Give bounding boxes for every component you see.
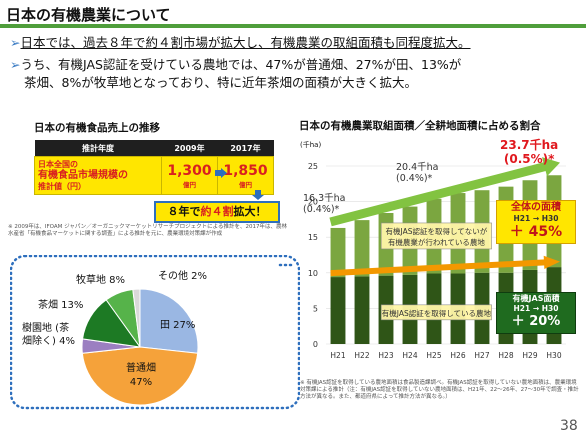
legend-nonjas-text: 有機JAS認証を取得してないが [386, 226, 488, 236]
y-tick-label: 15 [308, 233, 318, 242]
market-heading: 日本の有機食品売上の推移 [34, 122, 160, 134]
col-2009: 2009年 [161, 140, 218, 157]
page-number: 38 [560, 418, 578, 434]
row-label: 日本全国の 有機食品市場規模の 推計値（円） [34, 156, 162, 195]
y-axis-label: (千ha) [300, 141, 322, 149]
annotation-h25: 20.4千ha (0.4%)* [396, 162, 439, 184]
x-tick-label: H24 [402, 351, 417, 360]
x-tick-label: H30 [546, 351, 561, 360]
annotation-h25-line2: (0.4%)* [396, 173, 433, 184]
page-title: 日本の有機農業について [6, 6, 171, 24]
pie-label-upland: 普通畑 47% [126, 363, 156, 388]
annotation-h25-line1: 20.4千ha [396, 162, 439, 173]
pie-label-pasture: 牧草地 8% [76, 275, 126, 286]
annotation-h30: 23.7千ha (0.5%)* [500, 138, 558, 166]
callout-pre: ８年で [167, 205, 201, 218]
legend-jas-box [380, 304, 492, 321]
legend-jas-text: 有機JAS認証を取得している農地 [382, 308, 492, 318]
row-label-line2: 有機食品市場規模の [38, 170, 128, 181]
value-2017: 1,850 億円 [217, 156, 274, 195]
y-tick-label: 20 [308, 198, 318, 207]
badge-total-line1: 全体の面積 [511, 202, 561, 213]
annotation-h21-line1: 16.3千ha [303, 193, 346, 204]
value-unit: 億円 [183, 180, 196, 189]
bar-jas-H21 [330, 277, 346, 344]
bar-chart-title: 日本の有機農業取組面積／全耕地面積に占める割合 [299, 120, 541, 132]
annotation-h21-line2: (0.4%)* [303, 204, 340, 215]
pie-slice-1 [81, 346, 199, 406]
x-tick-label: H25 [426, 351, 441, 360]
x-tick-label: H22 [354, 351, 369, 360]
bullet-1-text: 日本では、過去８年で約４割市場が拡大し、 [20, 35, 271, 50]
value-2017-number: 1,850 [223, 162, 268, 179]
bullet-2-line2: 茶畑、8%が牧草地となっており、特に近年茶畑の面積が大きく拡大。 [24, 75, 417, 90]
row-label-line3: 推計値（円） [38, 182, 86, 191]
table-header-row: 推計年度 2009年 2017年 [34, 140, 274, 157]
badge-total-area: 全体の面積 H21 → H30 ＋ 45% [496, 200, 576, 244]
annotation-h21: 16.3千ha (0.4%)* [303, 193, 346, 215]
x-tick-label: H28 [498, 351, 513, 360]
pie-label-tea: 茶畑 13% [38, 300, 84, 311]
col-header: 推計年度 [34, 140, 162, 157]
right-arrow-icon [215, 168, 227, 178]
badge-jas-line1: 有機JAS面積 [512, 294, 560, 303]
row-label-line1: 日本全国の [38, 160, 78, 169]
bullet-arrow-icon: ➢ [10, 35, 21, 50]
legend-jas: 有機JAS認証を取得している農地 [380, 304, 492, 321]
x-tick-label: H27 [474, 351, 489, 360]
badge-jas-area: 有機JAS面積 H21 → H30 ＋ 20% [496, 292, 576, 334]
bar-nonjas-H22 [354, 220, 370, 277]
y-tick-label: 5 [313, 304, 318, 313]
bar-jas-H22 [354, 276, 370, 344]
title-underline [0, 24, 586, 28]
bullet-2-line1: うち、有機JAS認証を受けている農地では、47%が普通畑、27%が田、13%が [20, 57, 462, 72]
y-tick-label: 0 [313, 340, 318, 349]
pie-slice-0 [139, 288, 199, 354]
value-2009: 1,300 億円 [161, 156, 218, 195]
badge-total-line2: H21 → H30 [513, 214, 559, 223]
badge-jas-line3: ＋ 20% [511, 314, 561, 329]
badge-total-line3: ＋ 45% [509, 224, 563, 240]
badge-jas-line2: H21 → H30 [513, 304, 559, 313]
pie-label-orchard: 樹園地 (茶畑除く) 4% [22, 323, 75, 347]
down-arrow-icon [252, 190, 264, 200]
y-tick-label: 25 [308, 162, 318, 171]
pie-slice-5 [132, 288, 141, 348]
bullet-2: ➢うち、有機JAS認証を受けている農地では、47%が普通畑、27%が田、13%が [10, 56, 461, 74]
pie-chart [81, 288, 199, 406]
trend-arrow-jas-head [543, 255, 560, 269]
bar-chart: 0 5 10 15 20 25 H21 H22 H23 H24 H25 H26 H27 H28 H29 H30… [308, 157, 566, 360]
bullet-arrow-icon: ➢ [10, 57, 21, 72]
annotation-h30-line2: (0.5%)* [503, 152, 555, 166]
table-row: 日本全国の 有機食品市場規模の 推計値（円） 1,300 億円 1,850 億円 [34, 156, 274, 195]
annotation-h30-line1: 23.7千ha [500, 138, 559, 152]
x-tick-label: H26 [450, 351, 465, 360]
bullet-1: ➢日本では、過去８年で約４割市場が拡大し、有機農業の取組面積も同程度拡大。 [10, 34, 471, 52]
value-2009-number: 1,300 [167, 162, 212, 179]
x-tick-label: H29 [522, 351, 537, 360]
legend-nonjas-text: 有機農業が行われている農地 [388, 237, 485, 247]
bullet-1-underlined: 有機農業の取組面積も同程度拡大。 [270, 35, 471, 50]
callout-post: 拡大！ [233, 205, 267, 218]
y-tick-label: 10 [308, 269, 318, 278]
trend-arrow-total-head [542, 157, 560, 177]
trend-arrow-jas [330, 259, 551, 277]
value-unit: 億円 [239, 180, 252, 189]
pie-label-other: その他 2% [158, 271, 208, 282]
market-note: ※ 2009年は、IFOAM ジャパン／オーガニックマーケットリサーチプロジェク… [8, 224, 287, 237]
bar-chart-note: ※ 有機JAS認証を取得している農地面積は食品製造課調べ。有機JAS認証を取得し… [300, 380, 579, 400]
callout-emphasis: 約４割 [200, 205, 234, 218]
x-tick-label: H23 [378, 351, 393, 360]
bar-nonjas-H21 [330, 227, 346, 278]
legend-nonjas-box [380, 222, 492, 250]
pie-label-paddy: 田 27% [160, 320, 196, 331]
growth-callout: ８年で約４割拡大！ [154, 201, 280, 223]
market-table: 推計年度 2009年 2017年 日本全国の 有機食品市場規模の 推計値（円） … [34, 140, 274, 195]
trend-arrow-total [329, 160, 552, 227]
col-2017: 2017年 [217, 140, 274, 157]
pie-chart-frame [10, 255, 300, 410]
x-tick-label: H21 [330, 351, 345, 360]
